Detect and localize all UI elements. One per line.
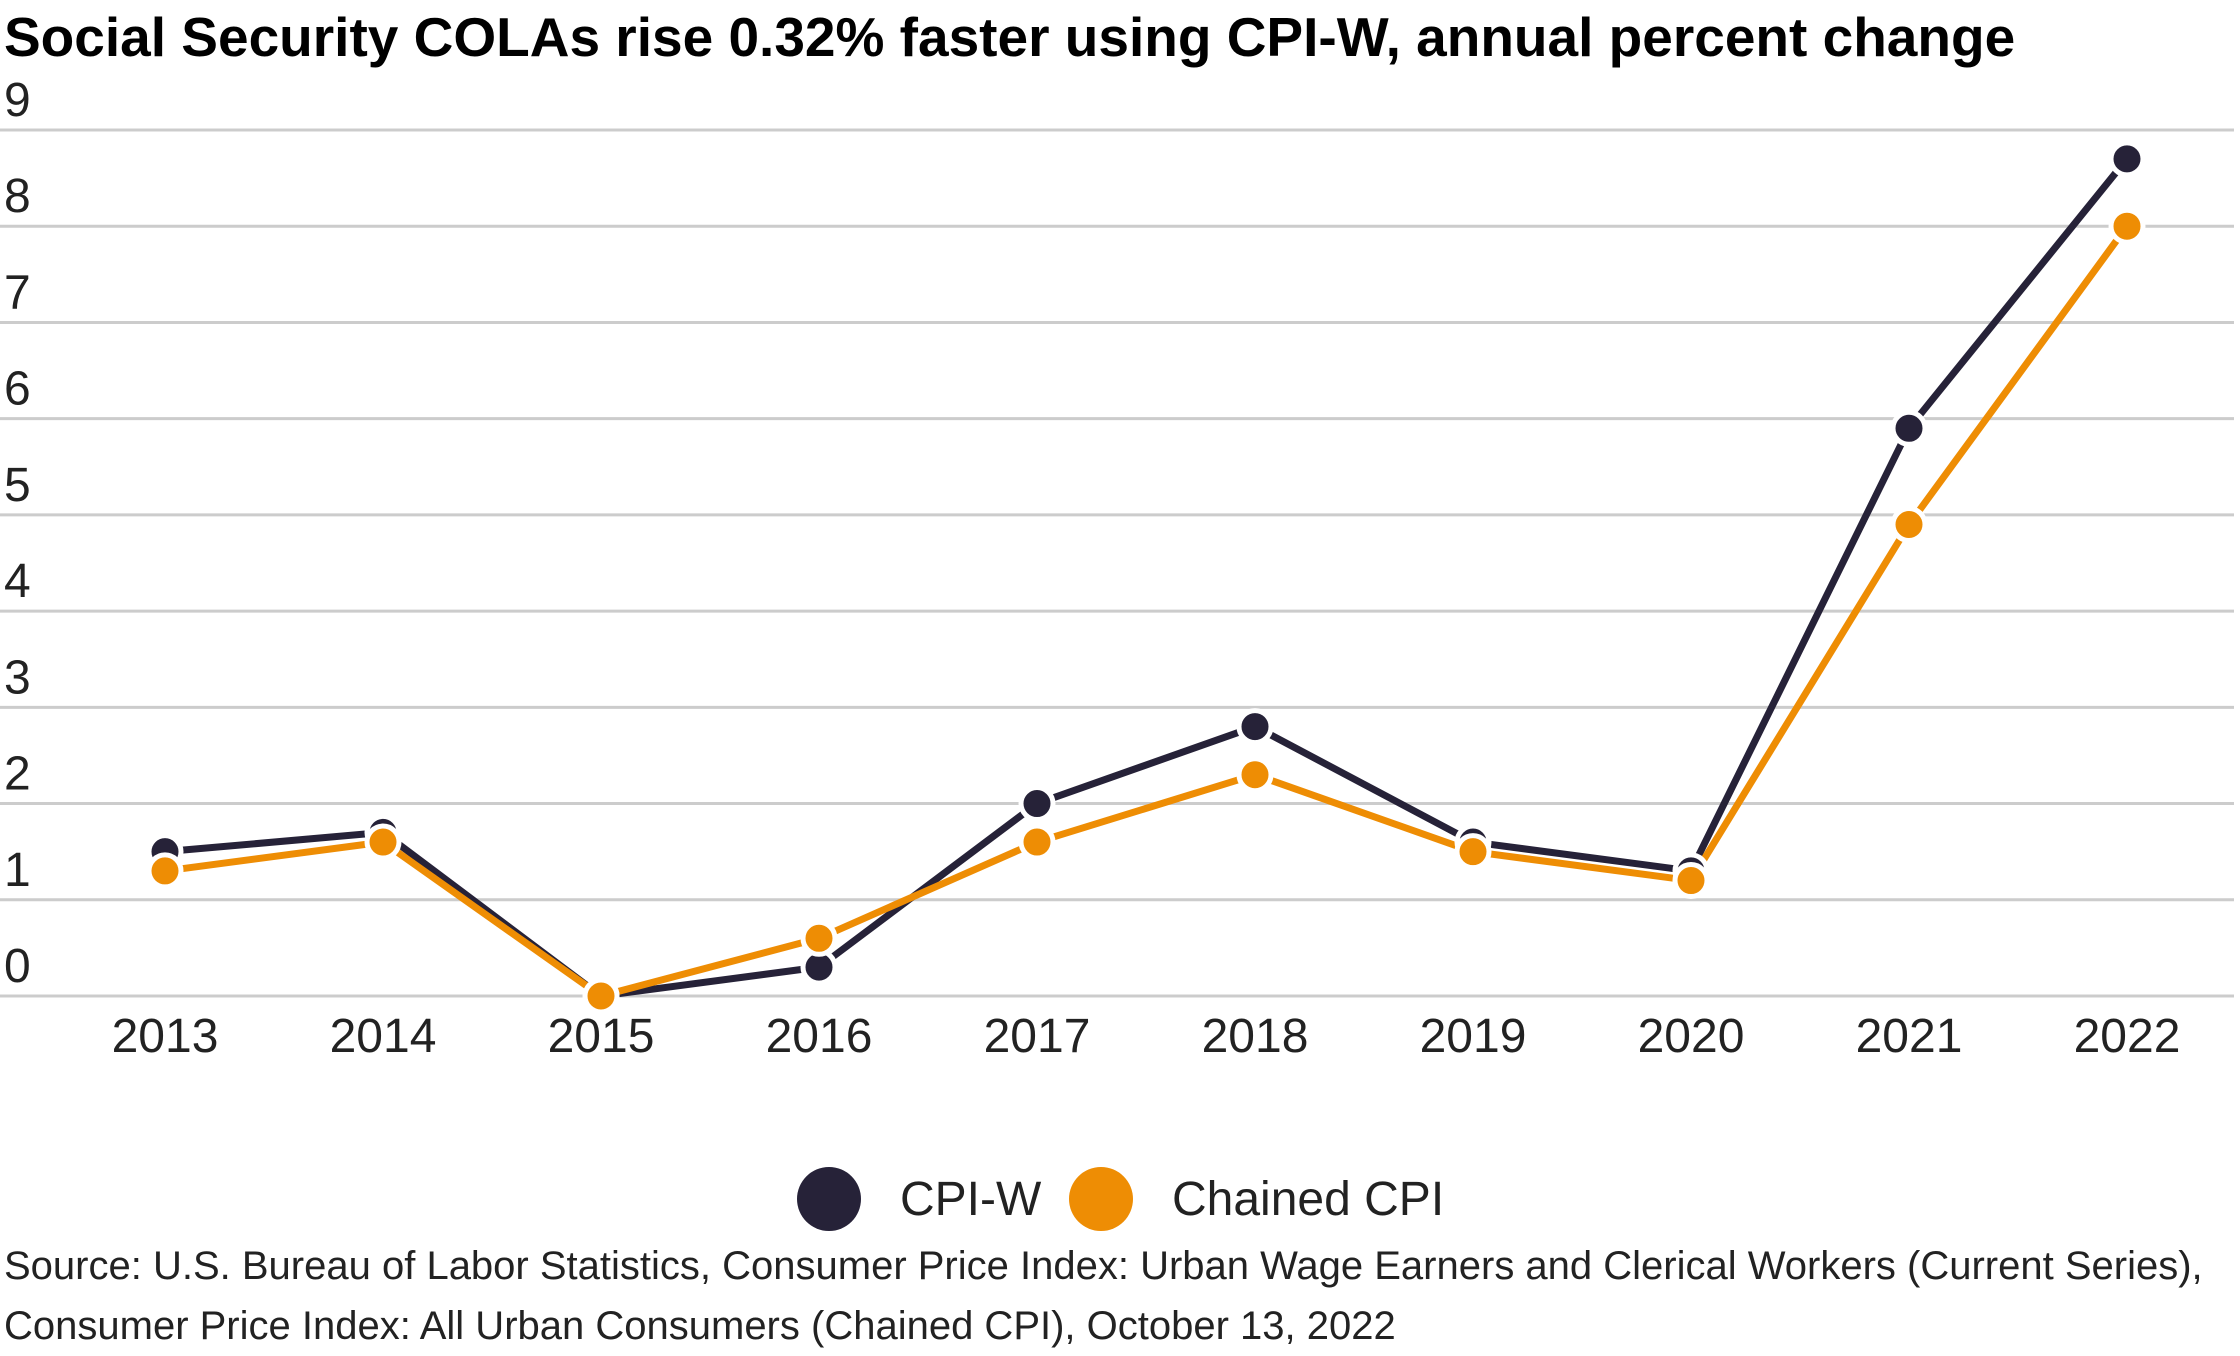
x-axis: 2013 2014 2015 2016 2017 2018 2019 2020 2021 2022 [112,1010,2181,1063]
x-tick-label: 2020 [1638,1010,1745,1063]
legend: CPI-W Chained CPI [797,1167,1444,1231]
x-tick-label: 2014 [330,1010,437,1063]
y-tick-label: 0 [4,940,31,993]
data-point [1890,409,1928,447]
series-points [146,140,2146,1015]
data-point [1018,785,1056,823]
legend-marker [797,1167,861,1231]
chart-title: Social Security COLAs rise 0.32% faster … [4,6,2016,68]
series-line-0 [161,155,2131,1000]
data-point [1236,708,1274,746]
data-point [1236,756,1274,794]
data-point [2108,207,2146,245]
series-line-1 [161,222,2131,1000]
legend-label: CPI-W [900,1173,1042,1226]
series-lines [161,155,2131,1000]
x-tick-label: 2016 [766,1010,873,1063]
source-note: Source: U.S. Bureau of Labor Statistics,… [4,1244,2203,1348]
y-tick-label: 5 [4,459,31,512]
data-point [1018,823,1056,861]
data-point [582,977,620,1015]
x-tick-label: 2013 [112,1010,219,1063]
data-point [1454,833,1492,871]
x-tick-label: 2019 [1420,1010,1527,1063]
x-tick-label: 2022 [2074,1010,2181,1063]
y-tick-label: 3 [4,651,31,704]
legend-label: Chained CPI [1172,1173,1444,1226]
x-tick-label: 2018 [1202,1010,1309,1063]
y-tick-label: 6 [4,363,31,416]
legend-marker [1069,1167,1133,1231]
x-tick-label: 2021 [1856,1010,1963,1063]
x-tick-label: 2015 [548,1010,655,1063]
data-point [1890,506,1928,544]
data-point [146,852,184,890]
y-tick-label: 8 [4,170,31,223]
y-tick-label: 9 [4,74,31,127]
x-tick-label: 2017 [984,1010,1091,1063]
data-point [1672,862,1710,900]
y-tick-label: 7 [4,266,31,319]
y-tick-label: 4 [4,555,31,608]
data-point [2108,140,2146,178]
gridlines [0,128,2234,998]
data-point [364,823,402,861]
y-axis: 0 1 2 3 4 5 6 7 8 9 [4,74,31,993]
y-tick-label: 1 [4,844,31,897]
data-point [800,919,838,957]
y-tick-label: 2 [4,748,31,801]
